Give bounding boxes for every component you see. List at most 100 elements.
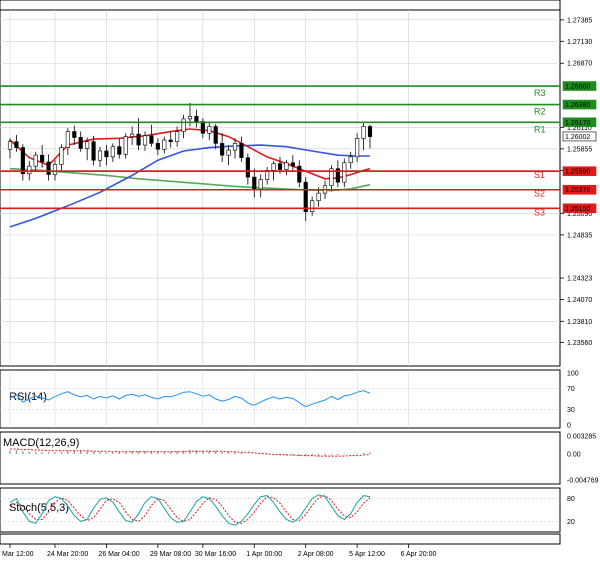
stoch-k-line (9, 494, 371, 526)
y-tick-label: 1.26110 (567, 125, 592, 132)
price-tag-box (562, 184, 597, 195)
stoch-panel: Stoch(5,5,3) 80 20 (0, 487, 575, 545)
rsi-tick-label: 70 (567, 386, 575, 393)
candle-up-body (265, 170, 270, 180)
macd-tick-label: 0.003285 (567, 434, 596, 441)
candle (355, 133, 360, 162)
candle (239, 136, 244, 162)
macd-panel: MACD(12,26,9) 0.003285 0.00 -0.004769 (0, 431, 599, 485)
candle (117, 138, 122, 159)
candle-down-body (277, 163, 283, 170)
rsi-tick-label: 0 (567, 423, 571, 430)
candle (342, 158, 347, 188)
rsi-line (9, 390, 371, 408)
stoch-tick-label: 80 (567, 496, 575, 503)
candle-up-body (316, 192, 321, 202)
candle (85, 137, 90, 161)
candle (226, 145, 231, 166)
candle (213, 123, 218, 150)
candle-up-body (162, 139, 167, 150)
candle-up-body (310, 200, 315, 212)
candle-down-body (72, 131, 77, 138)
candle-down-body (117, 146, 122, 155)
y-tick-label: 1.23560 (567, 340, 592, 347)
level-label-r3: R3 (534, 88, 546, 98)
candle (123, 133, 128, 159)
y-tick-label: 1.23810 (567, 319, 592, 326)
ma-fast-line (9, 128, 371, 180)
candle (33, 151, 38, 173)
candle (168, 131, 173, 148)
stoch-frame (0, 487, 561, 533)
candle-up-body (348, 156, 353, 164)
candle-down-body (20, 147, 25, 175)
x-tick-label: 5 Apr 12:00 (349, 551, 385, 558)
x-tick-label: 29 Mar 08:00 (150, 551, 191, 558)
price-tag-support: 1.25590 (562, 166, 597, 176)
candle-down-body (290, 162, 295, 167)
candle (252, 168, 257, 198)
rsi-panel: RSI(14) 100 70 30 0 (0, 369, 579, 430)
price-tag-box (562, 131, 597, 142)
x-tick-label: 24 Mar 20:00 (47, 551, 88, 558)
candle-up-body (271, 163, 276, 171)
price-tag-label: 1.25150 (565, 206, 590, 213)
candle-down-body (155, 143, 160, 150)
candle-down-body (245, 157, 250, 178)
candle (20, 144, 25, 181)
level-label-r1: R1 (534, 124, 546, 134)
time-axis: Mar 12:00 24 Mar 20:00 26 Mar 04:00 29 Mar … (2, 544, 436, 558)
candle (46, 154, 51, 181)
y-tick-label: 1.24070 (567, 297, 592, 304)
candle (65, 128, 70, 156)
candle-down-body (297, 165, 302, 183)
bottom-strip (0, 533, 561, 545)
candle-up-body (142, 135, 148, 146)
y-tick-label: 1.27130 (567, 39, 592, 46)
price-tag-label: 1.26170 (565, 120, 590, 127)
candle (284, 160, 289, 176)
candle-down-body (194, 116, 199, 122)
candle-down-body (252, 176, 257, 190)
rsi-tick-label: 100 (567, 371, 579, 378)
price-tag-box (562, 99, 597, 110)
level-label-s3: S3 (534, 207, 545, 217)
candle (149, 124, 154, 147)
candle (52, 160, 58, 181)
candle (297, 160, 302, 188)
candle-down-body (367, 126, 373, 137)
candle (194, 109, 199, 128)
candle-up-body (97, 150, 103, 161)
candle-down-body (46, 161, 51, 175)
candle-down-body (220, 143, 225, 156)
level-label-r2: R2 (534, 107, 546, 117)
price-tag-box (562, 166, 597, 176)
candle (175, 126, 180, 147)
candle-up-body (342, 162, 347, 183)
candle-down-body (200, 121, 205, 134)
candle (348, 151, 353, 169)
candle-down-body (239, 143, 244, 159)
candle-down-body (335, 168, 340, 183)
candle-up-body (65, 131, 70, 148)
candle-up-body (175, 131, 180, 142)
candle (245, 153, 250, 185)
candle (232, 138, 238, 159)
price-tag-box (562, 203, 597, 214)
candle-up-body (27, 165, 32, 175)
y-tick-label: 1.26870 (567, 61, 592, 68)
candle-up-body (232, 143, 238, 151)
candle-up-body (355, 138, 360, 158)
candle-up-body (85, 141, 90, 149)
price-panel: 1.273851.271301.268701.261101.258551.256… (0, 0, 597, 367)
y-tick-label: 1.25855 (567, 146, 592, 153)
candle (104, 145, 109, 166)
candle (40, 145, 45, 168)
candle (220, 133, 225, 162)
price-tag-box (562, 81, 597, 91)
candle-up-body (110, 146, 115, 158)
price-tag-current: 1.26002 (562, 131, 597, 142)
candle-up-body (52, 164, 58, 175)
y-tick-label: 1.24323 (567, 276, 592, 283)
